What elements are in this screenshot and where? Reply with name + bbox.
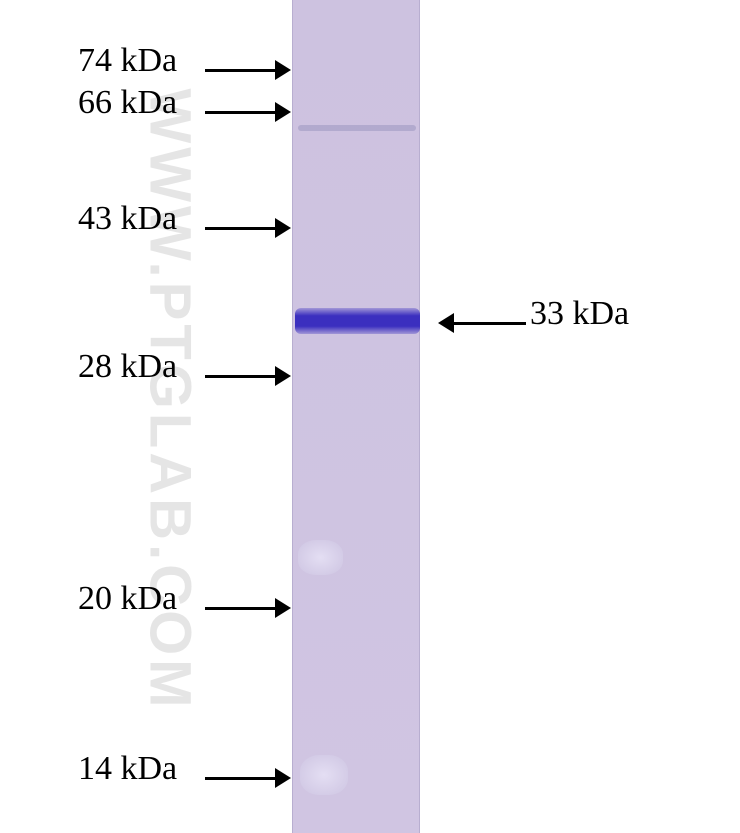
arrow-head-icon [438,313,454,333]
arrow-line [205,227,275,230]
marker-arrow-4 [205,598,291,618]
marker-label-1: 66 kDa [78,84,177,122]
arrow-head-icon [275,366,291,386]
arrow-line [205,607,275,610]
marker-smudge-2 [300,755,348,795]
marker-label-3: 28 kDa [78,348,177,386]
marker-label-5: 14 kDa [78,750,177,788]
marker-arrow-5 [205,768,291,788]
result-arrow [438,313,526,333]
marker-arrow-3 [205,366,291,386]
marker-arrow-1 [205,102,291,122]
arrow-line [205,375,275,378]
arrow-line [205,69,275,72]
arrow-line [205,111,275,114]
marker-smudge-1 [298,540,343,575]
arrow-head-icon [275,60,291,80]
marker-label-4: 20 kDa [78,580,177,618]
marker-arrow-0 [205,60,291,80]
main-band [295,308,420,334]
result-label: 33 kDa [530,295,629,333]
arrow-head-icon [275,598,291,618]
faint-band [298,125,416,131]
marker-label-2: 43 kDa [78,200,177,238]
marker-arrow-2 [205,218,291,238]
arrow-line [205,777,275,780]
marker-label-0: 74 kDa [78,42,177,80]
arrow-head-icon [275,218,291,238]
arrow-head-icon [275,102,291,122]
arrow-line [454,322,526,325]
arrow-head-icon [275,768,291,788]
